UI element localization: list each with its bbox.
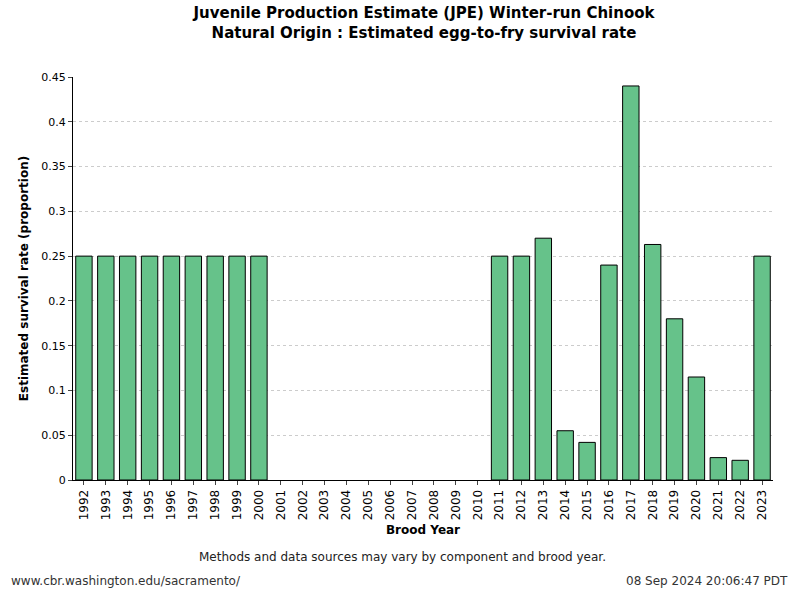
svg-text:2014: 2014 bbox=[558, 490, 572, 521]
svg-text:1996: 1996 bbox=[164, 490, 178, 521]
svg-text:0.05: 0.05 bbox=[41, 429, 66, 442]
svg-text:2009: 2009 bbox=[449, 490, 463, 521]
svg-text:0.1: 0.1 bbox=[48, 384, 66, 397]
svg-text:0: 0 bbox=[59, 474, 66, 487]
svg-text:1993: 1993 bbox=[99, 490, 113, 521]
svg-text:2013: 2013 bbox=[536, 490, 550, 521]
svg-text:1998: 1998 bbox=[208, 490, 222, 521]
svg-text:1999: 1999 bbox=[230, 490, 244, 521]
svg-text:www.cbr.washington.edu/sacrame: www.cbr.washington.edu/sacramento/ bbox=[11, 574, 241, 588]
svg-text:2010: 2010 bbox=[471, 490, 485, 521]
svg-text:0.2: 0.2 bbox=[48, 295, 66, 308]
svg-text:2008: 2008 bbox=[427, 490, 441, 521]
svg-text:2017: 2017 bbox=[624, 490, 638, 521]
svg-text:1992: 1992 bbox=[77, 490, 91, 521]
svg-text:1995: 1995 bbox=[142, 490, 156, 521]
svg-text:2000: 2000 bbox=[252, 490, 266, 521]
svg-text:2001: 2001 bbox=[274, 490, 288, 521]
svg-text:2003: 2003 bbox=[317, 490, 331, 521]
svg-text:2004: 2004 bbox=[339, 490, 353, 521]
svg-text:2016: 2016 bbox=[602, 490, 616, 521]
svg-text:2011: 2011 bbox=[492, 490, 506, 521]
svg-text:2018: 2018 bbox=[646, 490, 660, 521]
svg-text:2007: 2007 bbox=[405, 490, 419, 521]
svg-text:Juvenile Production Estimate (: Juvenile Production Estimate (JPE) Winte… bbox=[192, 4, 655, 42]
svg-text:2006: 2006 bbox=[383, 490, 397, 521]
svg-text:08 Sep 2024 20:06:47 PDT: 08 Sep 2024 20:06:47 PDT bbox=[626, 574, 788, 588]
svg-text:1997: 1997 bbox=[186, 490, 200, 521]
svg-text:0.3: 0.3 bbox=[48, 205, 66, 218]
svg-text:2015: 2015 bbox=[580, 490, 594, 521]
svg-text:Methods and data sources may v: Methods and data sources may vary by com… bbox=[199, 550, 606, 564]
svg-text:0.35: 0.35 bbox=[41, 160, 66, 173]
svg-text:0.45: 0.45 bbox=[41, 71, 66, 84]
svg-text:2012: 2012 bbox=[514, 490, 528, 521]
svg-text:2019: 2019 bbox=[667, 490, 681, 521]
svg-text:1994: 1994 bbox=[121, 490, 135, 521]
svg-text:2023: 2023 bbox=[755, 490, 769, 521]
svg-text:2020: 2020 bbox=[689, 490, 703, 521]
svg-text:2005: 2005 bbox=[361, 490, 375, 521]
svg-text:2022: 2022 bbox=[733, 490, 747, 521]
svg-text:Estimated survival rate (propo: Estimated survival rate (proportion) bbox=[17, 156, 31, 401]
svg-text:0.4: 0.4 bbox=[48, 116, 66, 129]
svg-text:0.15: 0.15 bbox=[41, 340, 66, 353]
svg-text:2021: 2021 bbox=[711, 490, 725, 521]
svg-text:0.25: 0.25 bbox=[41, 250, 66, 263]
svg-text:Brood Year: Brood Year bbox=[386, 523, 460, 537]
svg-text:2002: 2002 bbox=[296, 490, 310, 521]
